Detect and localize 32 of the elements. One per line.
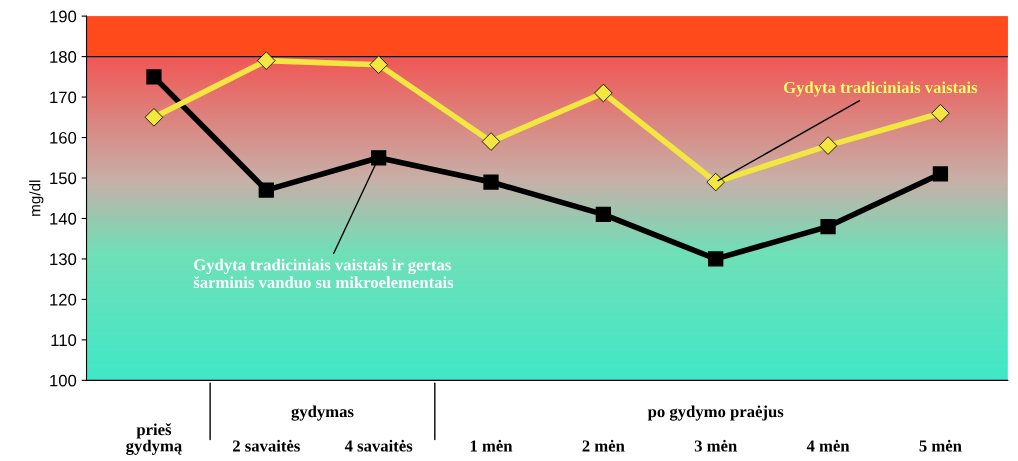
point	[932, 166, 949, 182]
point	[595, 206, 611, 223]
point	[708, 251, 724, 267]
y-tick-label: 140	[50, 212, 77, 225]
x-tick-label: prieš gydymą	[126, 423, 182, 455]
x-tick-label: 2 savaitės	[232, 439, 300, 452]
text: po gydymo praėjus	[647, 405, 784, 421]
text: gydymas	[291, 405, 354, 421]
point	[818, 136, 838, 155]
point	[258, 182, 274, 198]
x-tick-label: 3 mėn	[694, 439, 737, 452]
y-tick-label: 120	[50, 293, 77, 306]
y-tick-label: 170	[50, 91, 77, 104]
annotation: Gydyta tradiciniais vaistais	[783, 81, 978, 97]
y-tick-label: 100	[50, 374, 77, 387]
point	[483, 174, 499, 190]
y-axis-title: mg/dl	[29, 180, 44, 216]
point	[371, 150, 387, 166]
y-tick-label: 180	[50, 51, 77, 63]
x-tick-label: 2 mėn	[582, 439, 625, 452]
point	[820, 218, 836, 235]
y-tick-label: 130	[50, 253, 77, 266]
y-tick-label: 110	[51, 334, 77, 347]
y-tick-label: 160	[50, 131, 77, 144]
x-tick-label: 1 mėn	[470, 439, 513, 452]
annotation: Gydyta tradiciniais vaistais ir gertas šarminis vanduo su mikroelementais	[193, 258, 454, 289]
y-tick-label: 150	[50, 172, 77, 185]
x-tick-label: 5 mėn	[919, 439, 962, 452]
x-tick-label: 4 savaitės	[344, 439, 413, 452]
x-tick-label: 4 mėn	[806, 439, 850, 452]
y-tick-label: 190	[50, 10, 77, 23]
point	[146, 69, 162, 85]
